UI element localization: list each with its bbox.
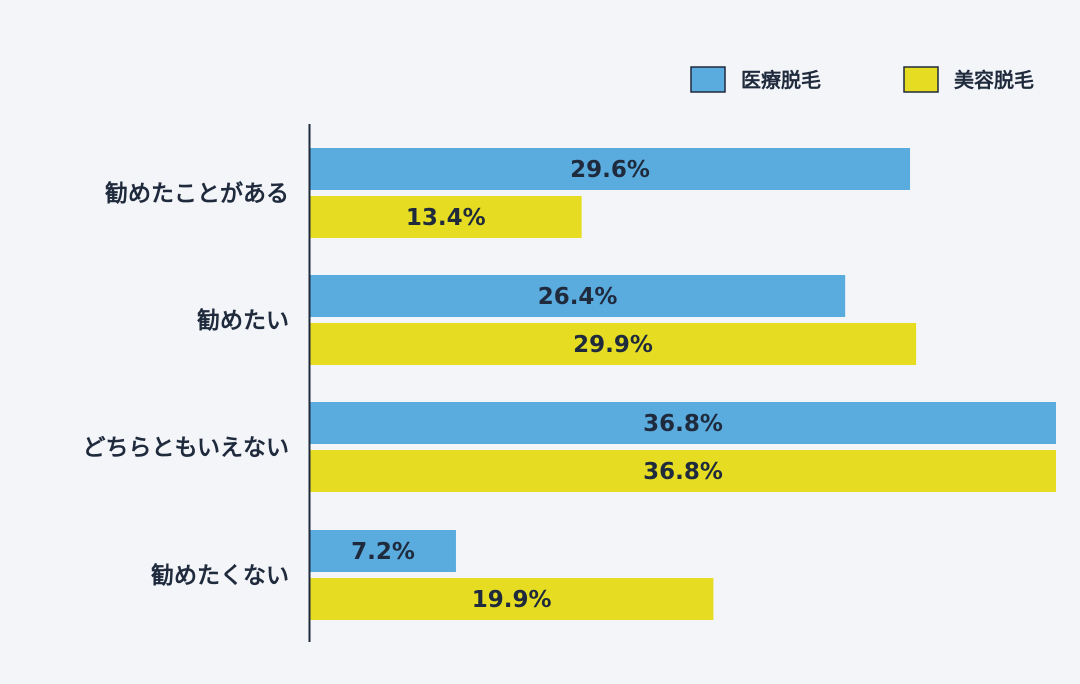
category-label-1: 勧めたい xyxy=(197,307,289,334)
category-label-3: 勧めたくない xyxy=(151,562,289,589)
legend-swatch-beauty xyxy=(903,66,939,93)
value-label-medical-2: 36.8% xyxy=(643,411,723,437)
category-label-2: どちらともいえない xyxy=(82,435,289,461)
bar-beauty-0 xyxy=(310,196,582,238)
legend: 医療脱毛 美容脱毛 xyxy=(690,66,1034,93)
value-label-beauty-0: 13.4% xyxy=(406,205,486,231)
value-label-beauty-1: 29.9% xyxy=(573,332,653,358)
bar-beauty-2 xyxy=(310,450,1056,492)
legend-swatch-medical xyxy=(690,66,726,93)
legend-label-beauty: 美容脱毛 xyxy=(954,68,1034,92)
bar-medical-1 xyxy=(310,275,846,317)
bar-medical-0 xyxy=(310,148,911,190)
bar-beauty-1 xyxy=(310,323,917,365)
legend-label-medical: 医療脱毛 xyxy=(741,68,821,92)
bar-beauty-3 xyxy=(310,578,714,620)
value-label-beauty-2: 36.8% xyxy=(643,459,723,485)
value-label-medical-1: 26.4% xyxy=(538,284,618,310)
bars-group: 29.6% 13.4% 26.4% 29.9% 36.8% 36.8% 7.2% 19.9% xyxy=(310,148,1056,620)
value-label-medical-0: 29.6% xyxy=(570,157,650,183)
bar-medical-2 xyxy=(310,402,1056,444)
value-label-medical-3: 7.2% xyxy=(351,539,415,565)
bar-medical-3 xyxy=(310,530,456,572)
value-label-beauty-3: 19.9% xyxy=(472,587,552,613)
category-label-0: 勧めたことがある xyxy=(105,180,289,207)
